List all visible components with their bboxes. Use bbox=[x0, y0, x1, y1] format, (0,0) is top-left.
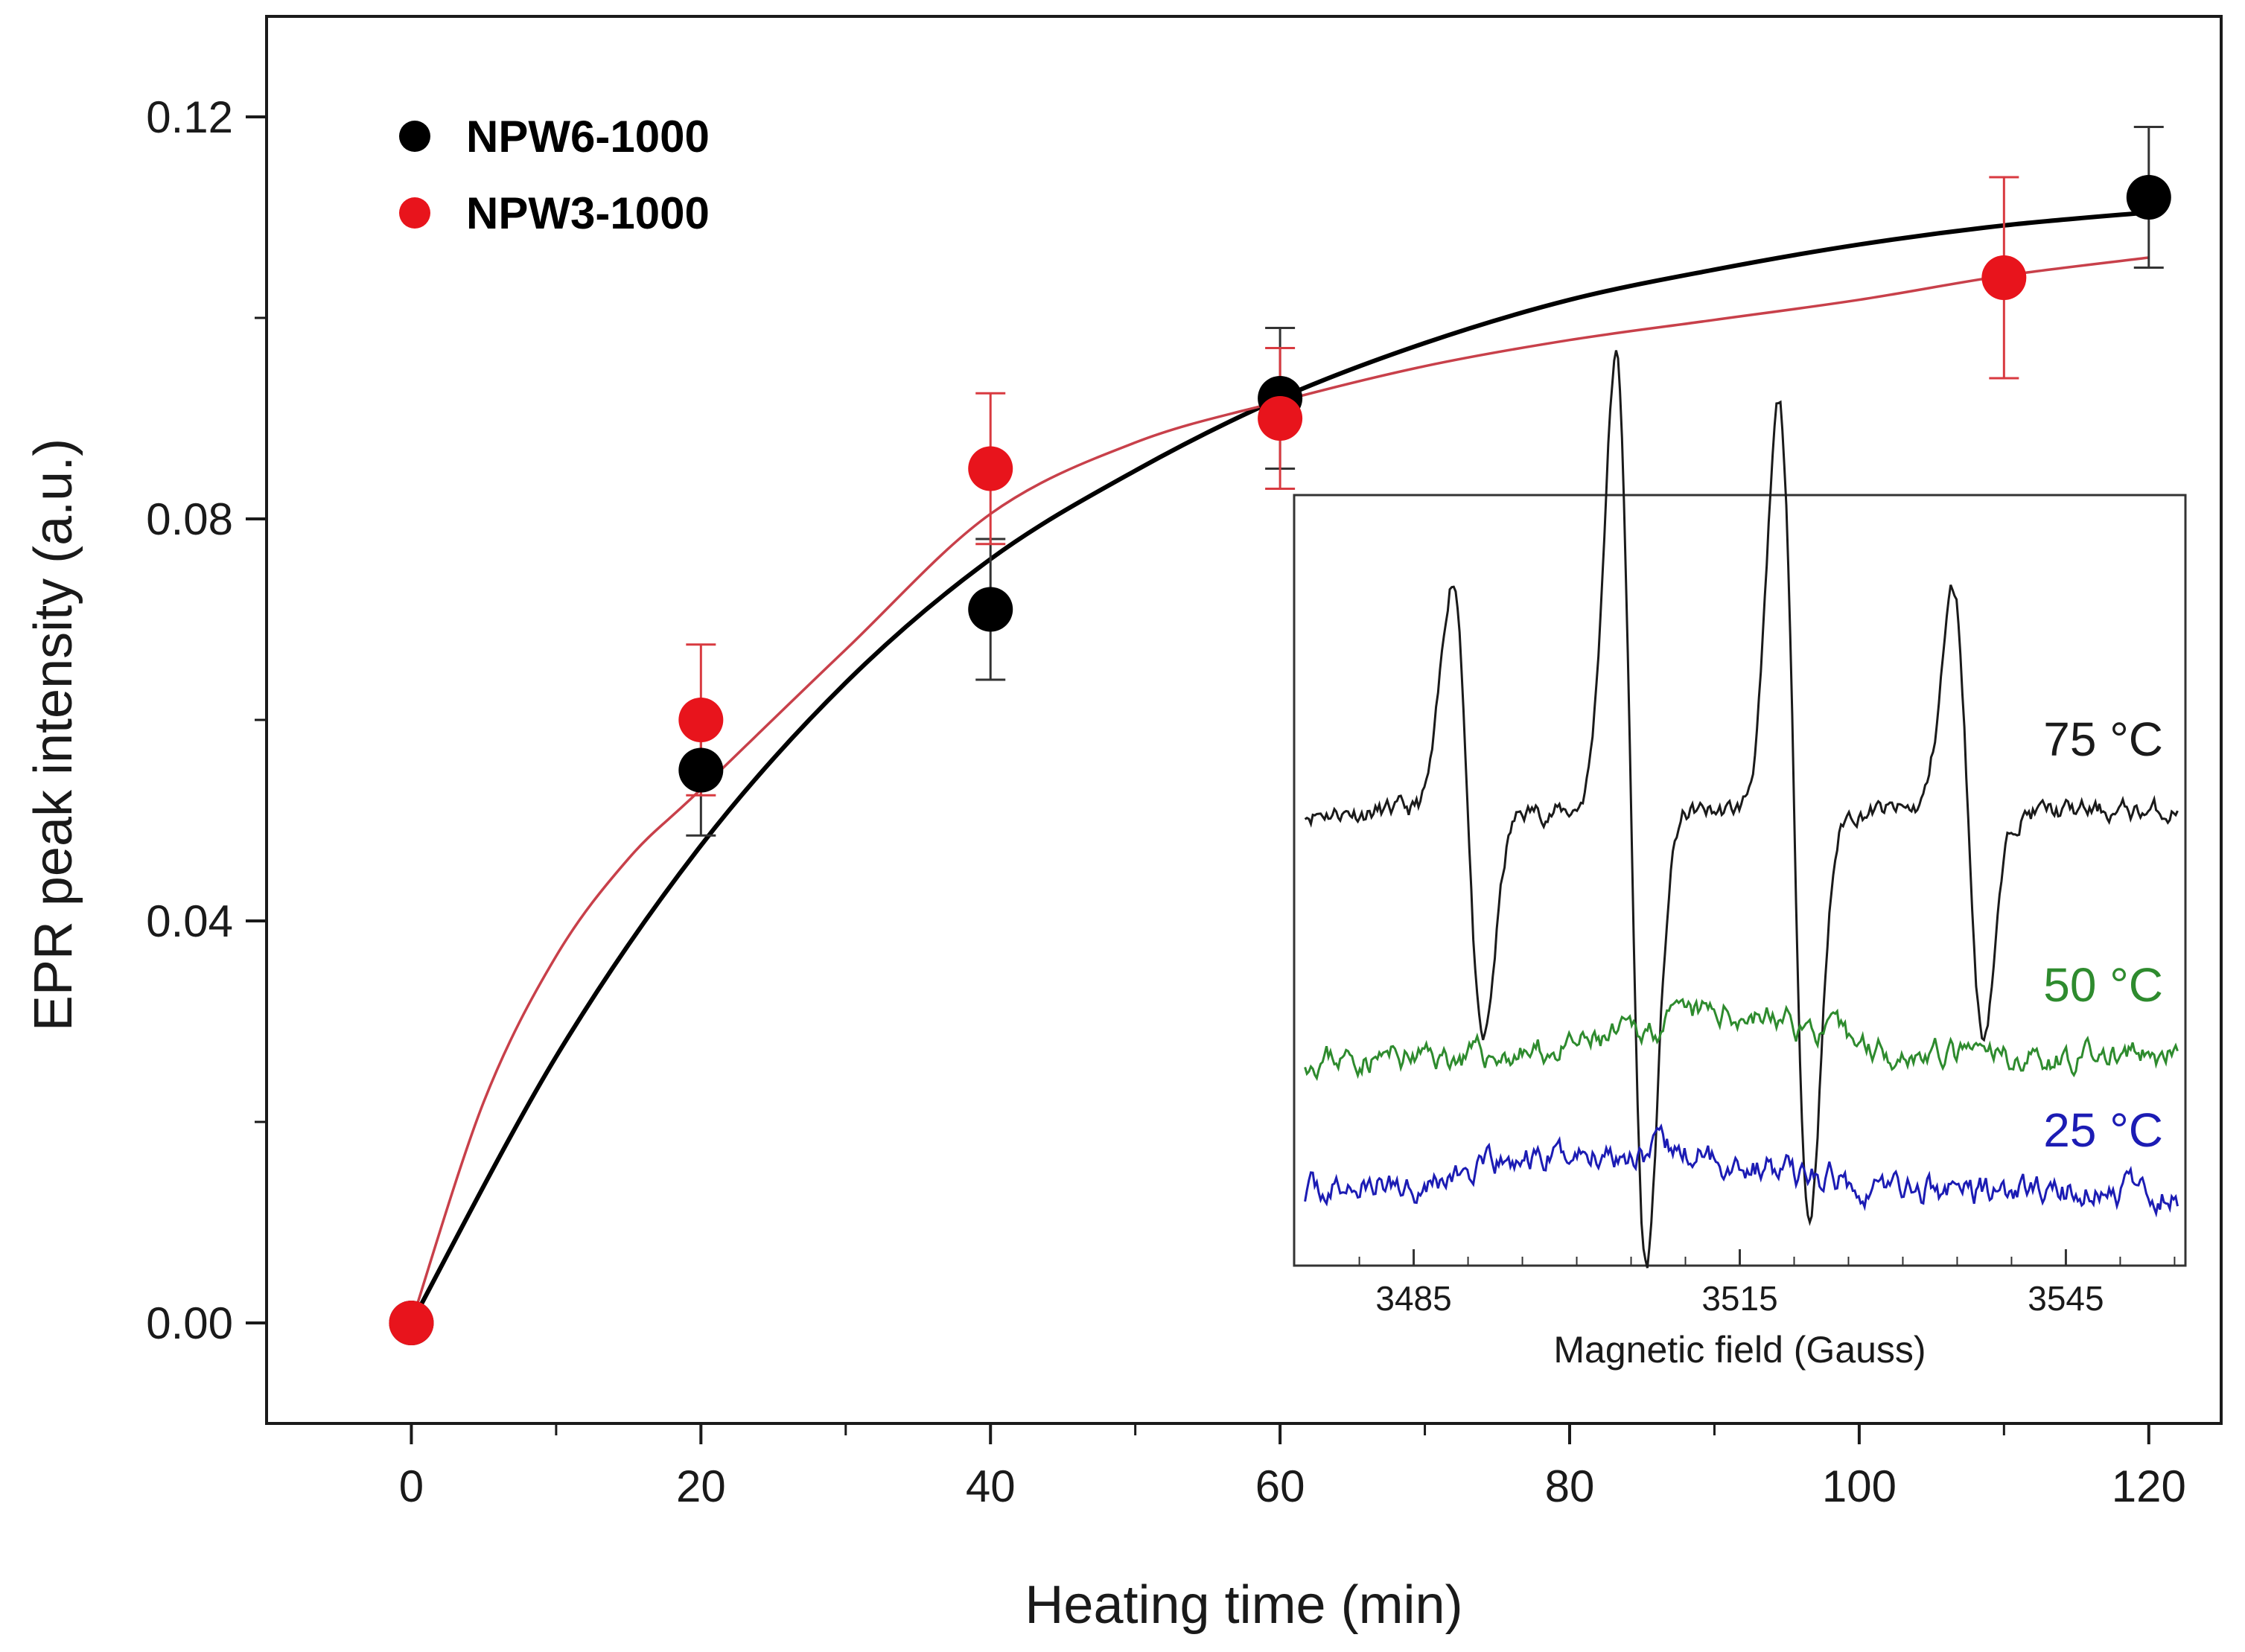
y-tick-label: 0.00 bbox=[146, 1298, 233, 1348]
main-plot: 0 20 40 60 80 100 120 0.00 0.04 0.08 0.12 NPW6-100… bbox=[24, 15, 2223, 1635]
data-point-NPW3-1000 bbox=[389, 1301, 434, 1345]
epr-trace-25 °C bbox=[1304, 1123, 2179, 1218]
data-point-NPW6-1000 bbox=[968, 587, 1013, 632]
y-axis-title: EPR peak intensity (a.u.) bbox=[24, 438, 83, 1031]
inset-x-tick-label: 3545 bbox=[2028, 1279, 2104, 1318]
x-axis-title: Heating time (min) bbox=[1025, 1575, 1462, 1635]
data-point-NPW3-1000 bbox=[678, 698, 724, 742]
trace-label: 50 °C bbox=[2043, 958, 2163, 1012]
inset-x-axis-title: Magnetic field (Gauss) bbox=[1553, 1329, 1926, 1371]
main-fit-curves bbox=[409, 210, 2150, 1324]
inset-x-tick-label: 3515 bbox=[1701, 1279, 1777, 1318]
inset-axes: 3485 3515 3545 bbox=[1358, 1249, 2176, 1318]
x-tick-label: 80 bbox=[1545, 1461, 1595, 1511]
x-tick-label: 100 bbox=[1822, 1461, 1897, 1511]
trace-label: 25 °C bbox=[2043, 1103, 2163, 1157]
y-tick-label: 0.04 bbox=[146, 896, 233, 946]
data-point-NPW6-1000 bbox=[2126, 175, 2171, 220]
x-tick-label: 40 bbox=[966, 1461, 1016, 1511]
data-point-NPW3-1000 bbox=[968, 446, 1013, 491]
fit-curve-NPW3-1000 bbox=[410, 256, 2149, 1324]
inset-x-tick-label: 3485 bbox=[1375, 1279, 1451, 1318]
x-tick-label: 20 bbox=[676, 1461, 726, 1511]
legend-marker bbox=[399, 121, 430, 152]
inset-trace-labels: 75 °C 50 °C 25 °C bbox=[2043, 712, 2163, 1157]
epr-trace-75 °C bbox=[1304, 350, 2179, 1269]
y-tick-label: 0.08 bbox=[146, 494, 233, 544]
y-tick-label: 0.12 bbox=[146, 92, 233, 142]
inset-traces bbox=[1304, 350, 2179, 1269]
data-point-NPW6-1000 bbox=[678, 747, 724, 793]
x-tick-label: 60 bbox=[1255, 1461, 1305, 1511]
legend: NPW6-1000 NPW3-1000 bbox=[399, 112, 710, 238]
main-data-points bbox=[389, 175, 2171, 1345]
legend-marker bbox=[399, 197, 430, 229]
epr-trace-50 °C bbox=[1304, 998, 2179, 1082]
legend-label: NPW6-1000 bbox=[466, 112, 710, 162]
x-tick-label: 0 bbox=[399, 1461, 424, 1511]
data-point-NPW3-1000 bbox=[1258, 396, 1303, 441]
inset-plot: 3485 3515 3545 75 °C 50 °C 25 °C Magnetic fi… bbox=[1293, 350, 2187, 1371]
x-tick-label: 120 bbox=[2112, 1461, 2186, 1511]
data-point-NPW3-1000 bbox=[1981, 255, 2027, 300]
main-axes: 0 20 40 60 80 100 120 0.00 0.04 0.08 0.12 bbox=[146, 15, 2223, 1511]
fit-curve-NPW6-1000 bbox=[409, 210, 2150, 1324]
trace-label: 75 °C bbox=[2043, 712, 2163, 766]
legend-label: NPW3-1000 bbox=[466, 188, 710, 238]
